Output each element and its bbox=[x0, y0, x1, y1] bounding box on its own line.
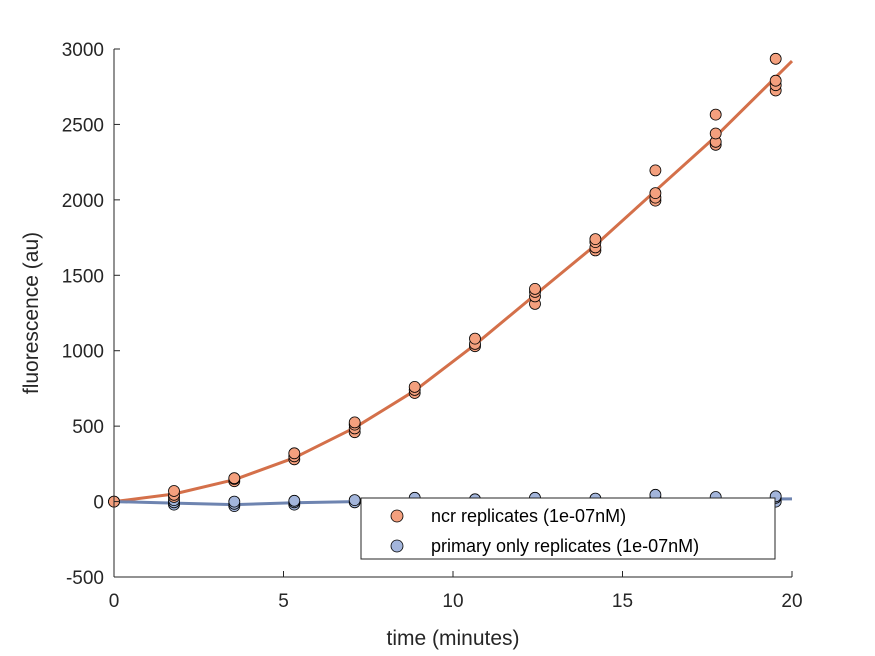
x-tick-label: 5 bbox=[278, 591, 289, 612]
x-tick-label: 10 bbox=[442, 591, 463, 612]
data-point-series-0 bbox=[408, 380, 421, 393]
data-point-series-0 bbox=[529, 282, 541, 295]
legend-label-ncr: ncr replicates (1e-07nM) bbox=[431, 506, 626, 526]
plot-area bbox=[114, 49, 792, 577]
x-tick-label: 20 bbox=[781, 591, 802, 612]
y-tick-label: 0 bbox=[93, 493, 104, 514]
data-point-series-1 bbox=[228, 495, 241, 508]
y-tick-label: 3000 bbox=[62, 40, 104, 61]
data-point-series-0 bbox=[348, 416, 361, 429]
legend-label-primary: primary only replicates (1e-07nM) bbox=[431, 536, 699, 556]
data-point-series-0 bbox=[589, 233, 602, 246]
fit-line-series-0 bbox=[113, 60, 794, 504]
data-point-series-1 bbox=[348, 494, 361, 507]
data-point-series-0 bbox=[649, 164, 662, 177]
data-point-series-0 bbox=[228, 472, 241, 485]
y-tick-label: 1000 bbox=[62, 342, 104, 363]
data-point-series-0 bbox=[288, 447, 301, 460]
x-tick-label: 15 bbox=[612, 591, 633, 612]
data-point-series-0 bbox=[649, 187, 662, 200]
y-tick-label: 500 bbox=[72, 417, 104, 438]
legend-marker-ncr bbox=[390, 509, 404, 523]
data-point-series-1 bbox=[288, 494, 301, 507]
y-tick-label: 1500 bbox=[62, 266, 104, 287]
legend-box bbox=[360, 497, 776, 560]
data-point-series-0 bbox=[769, 52, 782, 65]
y-ticks: -500 0 500 1000 1500 2000 2500 3000 bbox=[62, 40, 120, 589]
y-tick-label: 2000 bbox=[62, 191, 104, 212]
data-point-series-0 bbox=[709, 108, 722, 121]
y-tick-label: -500 bbox=[66, 568, 104, 589]
data-points bbox=[108, 52, 782, 513]
data-point-series-0 bbox=[469, 332, 481, 345]
y-axis-title: fluorescence (au) bbox=[20, 232, 43, 394]
data-point-series-0 bbox=[709, 127, 722, 140]
x-ticks: 0 5 10 15 20 bbox=[109, 571, 803, 612]
y-tick-label: 2500 bbox=[62, 115, 104, 136]
legend-marker-primary bbox=[390, 539, 404, 553]
data-point-series-0 bbox=[769, 74, 782, 87]
x-axis-title: time (minutes) bbox=[386, 627, 519, 650]
legend: ncr replicates (1e-07nM) primary only re… bbox=[360, 497, 776, 560]
x-tick-label: 0 bbox=[109, 591, 120, 612]
data-point-series-0 bbox=[168, 485, 180, 497]
